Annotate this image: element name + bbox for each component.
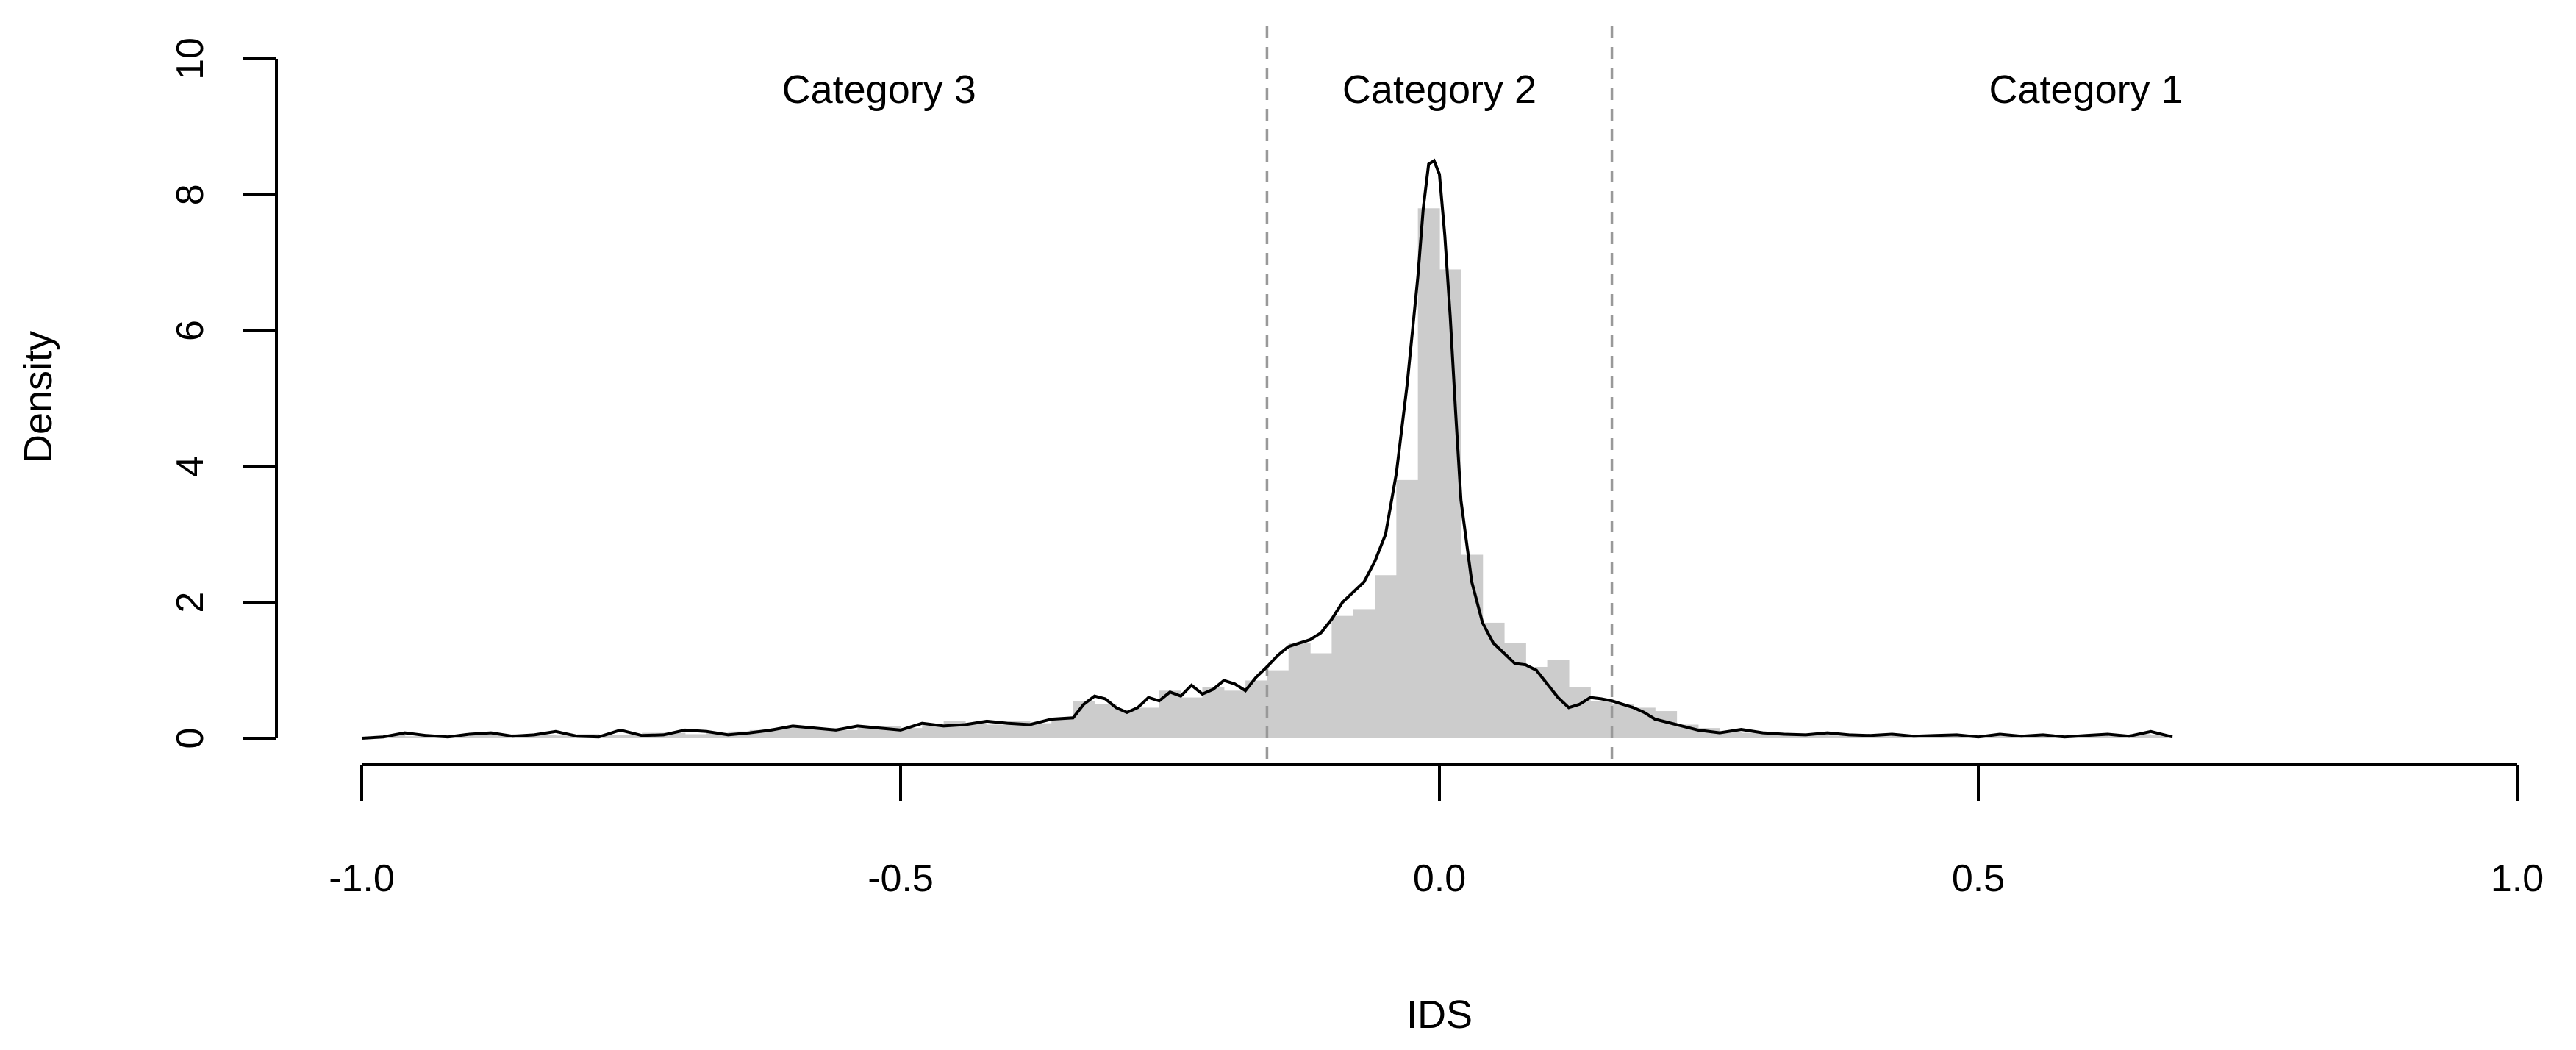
histogram-bar: [1245, 680, 1268, 738]
histogram-bar: [1503, 643, 1526, 738]
region-label: Category 2: [1342, 68, 1536, 112]
histogram-bar: [2000, 736, 2022, 738]
x-tick-label: 1.0: [2491, 857, 2544, 900]
histogram-bar: [1720, 731, 1742, 738]
histogram-bar: [1288, 643, 1311, 738]
histogram-bar: [2107, 736, 2130, 738]
histogram-bar: [749, 729, 772, 738]
histogram-bar: [490, 735, 513, 738]
histogram-bar: [922, 724, 945, 738]
y-axis-title: Density: [16, 331, 60, 463]
histogram-bar: [987, 724, 1009, 738]
histogram-bar: [469, 735, 492, 738]
histogram-bar: [1568, 687, 1591, 738]
histogram-bar: [1267, 670, 1289, 738]
histogram-bar: [684, 734, 707, 738]
x-axis-title: IDS: [1406, 993, 1473, 1037]
x-tick-label: -1.0: [329, 857, 395, 900]
histogram-bar: [555, 735, 578, 738]
histogram-bar: [1094, 704, 1117, 738]
y-tick-label: 0: [169, 728, 212, 749]
histogram-bar: [836, 729, 858, 738]
histogram-bar: [857, 728, 880, 738]
y-tick-label: 2: [169, 592, 212, 613]
histogram-bar: [771, 728, 793, 738]
histogram-bar: [1870, 736, 1893, 738]
histogram-bar: [1525, 666, 1548, 738]
histogram-bar: [534, 735, 557, 738]
histogram-bar: [1223, 690, 1246, 738]
histogram-bar: [383, 735, 406, 738]
y-tick-label: 10: [169, 38, 212, 80]
histogram-bar: [598, 735, 621, 738]
histogram-bar: [448, 736, 471, 738]
x-tick-label: 0.0: [1413, 857, 1466, 900]
histogram-bar: [1375, 575, 1397, 738]
histogram-bar: [1029, 723, 1052, 738]
histogram-bar: [620, 735, 643, 738]
histogram-bar: [1051, 718, 1074, 738]
histogram-bar: [706, 732, 729, 738]
density-curve-line: [361, 158, 2173, 740]
region-label: Category 1: [1989, 68, 2183, 112]
y-tick-label: 4: [169, 456, 212, 477]
region-labels: Category 3 Category 2 Category 1: [782, 68, 2183, 112]
histogram-bar: [1827, 735, 1850, 738]
histogram-bar: [1806, 735, 1828, 738]
histogram-bar: [1784, 735, 1807, 738]
histogram-bar: [1116, 710, 1139, 738]
histogram-bar: [1482, 622, 1505, 738]
region-label: Category 3: [782, 68, 976, 112]
histogram-bar: [1073, 701, 1095, 738]
histogram-bar: [1439, 269, 1461, 738]
histogram-bar: [2086, 735, 2108, 738]
histogram-bar: [1396, 479, 1419, 738]
x-tick-label: 0.5: [1952, 857, 2005, 900]
histogram-bar: [1590, 701, 1613, 738]
y-tick-label: 6: [169, 320, 212, 341]
histogram-bar: [1137, 707, 1160, 738]
histogram-bar: [1417, 208, 1440, 738]
histogram-bar: [404, 736, 427, 738]
histogram-bar: [1611, 704, 1634, 738]
histogram-bar: [793, 726, 815, 738]
histogram-bar: [1310, 653, 1332, 738]
histogram-bar: [2150, 735, 2173, 738]
y-tick-label: 8: [169, 184, 212, 205]
histogram-bars: [383, 208, 2173, 738]
histogram-bar: [1762, 734, 1785, 738]
density-curve: [361, 158, 2173, 740]
histogram-bar: [663, 732, 686, 738]
histogram-bar: [1181, 697, 1203, 738]
histogram-bar: [965, 723, 987, 738]
x-axis: -1.0 -0.5 0.0 0.5 1.0: [329, 763, 2544, 900]
histogram-bar: [1741, 732, 1764, 738]
histogram-bar: [1353, 609, 1375, 738]
histogram-bar: [1202, 687, 1225, 738]
y-axis: 0 2 4 6 8 10: [169, 38, 278, 749]
x-tick-label: -0.5: [867, 857, 934, 900]
histogram-bar: [2129, 734, 2152, 738]
histogram-bar: [1331, 615, 1354, 738]
histogram-bar: [901, 728, 923, 738]
